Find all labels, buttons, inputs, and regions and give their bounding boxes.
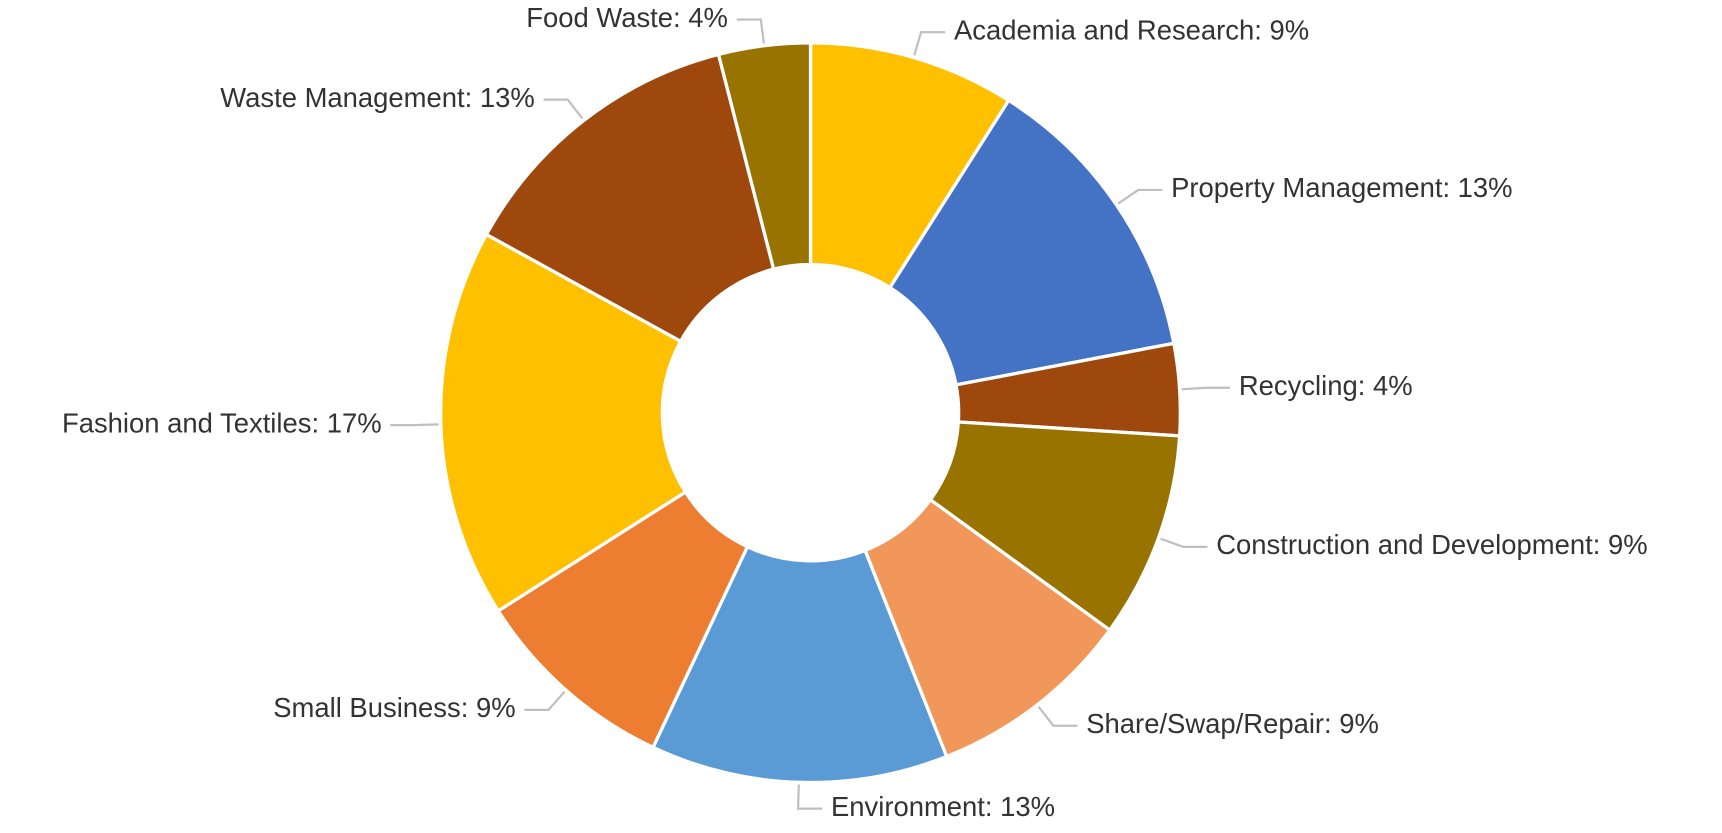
donut-slice: [484, 52, 776, 344]
donut-slice: [862, 497, 1113, 759]
donut-slice: [808, 41, 1011, 290]
slice-label: Environment: 13%: [831, 791, 1055, 822]
slice-label: Property Management: 13%: [1171, 172, 1512, 203]
slice-label: Small Business: 9%: [273, 692, 515, 723]
slice-label: Academia and Research: 9%: [954, 14, 1309, 45]
slice-label: Share/Swap/Repair: 9%: [1086, 708, 1379, 739]
donut-slice: [716, 41, 813, 272]
slice-label: Fashion and Textiles: 17%: [62, 407, 382, 438]
leader-line: [1117, 188, 1163, 205]
leader-line: [913, 31, 946, 56]
leader-line: [543, 98, 584, 120]
donut-slice: [928, 420, 1182, 633]
leader-line: [1181, 386, 1231, 391]
slice-label: Food Waste: 4%: [526, 2, 728, 33]
donut-slice: [439, 232, 688, 614]
leader-line: [1037, 705, 1078, 727]
donut-slice: [495, 489, 750, 750]
leader-line: [736, 18, 765, 44]
leader-line: [796, 784, 823, 810]
slice-label: Recycling: 4%: [1239, 370, 1413, 401]
slice-label: Construction and Development: 9%: [1216, 529, 1647, 560]
leader-line: [390, 423, 439, 427]
donut-slice: [887, 98, 1176, 387]
leader-line: [524, 691, 566, 711]
slice-label: Waste Management: 13%: [220, 82, 535, 113]
leader-line: [1160, 537, 1208, 548]
donut-slice: [650, 544, 949, 785]
